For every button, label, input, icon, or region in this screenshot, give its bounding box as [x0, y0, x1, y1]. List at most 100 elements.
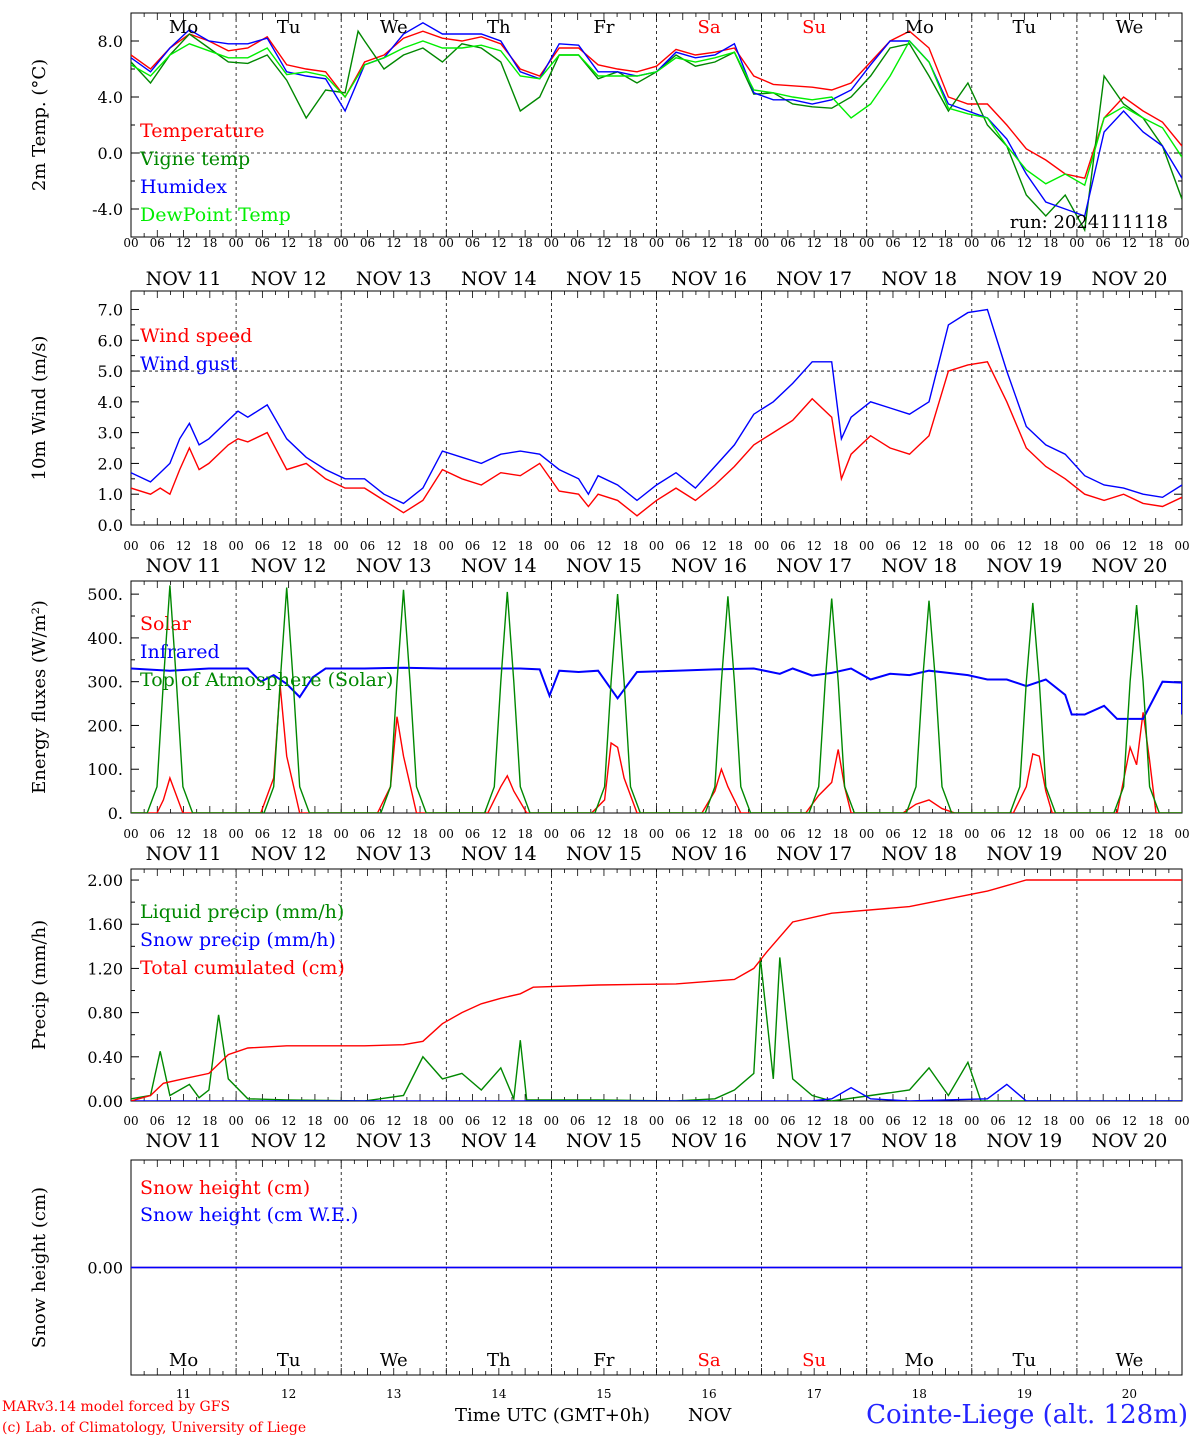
date-label: NOV 20	[1092, 1130, 1168, 1152]
hour-tick-label: 18	[833, 236, 848, 250]
hour-tick-label: 18	[1148, 236, 1163, 250]
hour-tick-label: 00	[439, 827, 454, 841]
hour-tick-label: 18	[1148, 1114, 1163, 1128]
date-label: NOV 17	[776, 843, 852, 865]
hour-tick-label: 06	[675, 1114, 690, 1128]
legend-entry: Vigne temp	[139, 148, 250, 170]
series-line	[131, 879, 1182, 1101]
series-line	[131, 39, 1182, 187]
hour-tick-label: 00	[649, 236, 664, 250]
hour-tick-label: 12	[912, 236, 927, 250]
hour-tick-label: 06	[1096, 236, 1111, 250]
weekday-label: Tu	[1013, 1350, 1037, 1371]
date-label: NOV 13	[356, 268, 432, 290]
hour-tick-label: 18	[833, 1114, 848, 1128]
hour-tick-label: 18	[938, 236, 953, 250]
hour-tick-label: 12	[701, 236, 716, 250]
hour-tick-label: 00	[754, 539, 769, 553]
legend-entry: Snow height (cm)	[140, 1177, 310, 1199]
y-tick-label: 1.60	[87, 915, 123, 934]
date-label: NOV 12	[251, 268, 327, 290]
date-label: NOV 13	[356, 843, 432, 865]
legend-entry: Humidex	[140, 176, 227, 198]
y-tick-label: 0.80	[87, 1004, 123, 1023]
panel-2: 0.0 1.0 2.0 3.0 4.0 5.0 6.0 7.0 10m Wind (m/s) Wi…	[29, 290, 1190, 577]
date-label: NOV 11	[146, 555, 222, 577]
date-label: NOV 19	[986, 843, 1062, 865]
weekday-label: We	[1116, 17, 1144, 38]
hour-tick-label: 06	[255, 1114, 270, 1128]
y-axis-title: 10m Wind (m/s)	[29, 336, 50, 481]
weekday-label: Sa	[698, 17, 721, 38]
weekday-label: We	[380, 17, 408, 38]
date-label: NOV 17	[776, 268, 852, 290]
y-axis-title: Precip (mm/h)	[29, 920, 50, 1050]
hour-tick-label: 06	[360, 1114, 375, 1128]
date-label: NOV 16	[671, 555, 747, 577]
legend-entry: Snow height (cm W.E.)	[140, 1204, 358, 1226]
hour-tick-label: 12	[596, 539, 611, 553]
hour-tick-label: 00	[439, 236, 454, 250]
hour-tick-label: 18	[517, 827, 532, 841]
model-credit: MARv3.14 model forced by GFS	[2, 1399, 231, 1415]
hour-tick-label: 12	[912, 1114, 927, 1128]
hour-tick-label: 18	[1043, 539, 1058, 553]
hour-tick-label: 18	[307, 827, 322, 841]
weekday-label: Tu	[1013, 17, 1037, 38]
weekday-label: Su	[802, 17, 826, 38]
hour-tick-label: 06	[570, 827, 585, 841]
y-tick-label: 0.	[108, 804, 123, 823]
date-label: NOV 12	[251, 1130, 327, 1152]
series-line	[131, 30, 1182, 180]
hour-tick-label: 00	[1174, 827, 1189, 841]
hour-tick-label: 12	[1122, 827, 1137, 841]
hour-tick-label: 06	[360, 236, 375, 250]
hour-tick-label: 00	[228, 827, 243, 841]
hour-tick-label: 12	[1017, 1114, 1032, 1128]
y-tick-label: 0.00	[87, 1092, 123, 1111]
hour-tick-label: 00	[754, 827, 769, 841]
hour-tick-label: 12	[807, 236, 822, 250]
hour-tick-label: 00	[649, 539, 664, 553]
hour-tick-label: 06	[885, 539, 900, 553]
series-line	[131, 361, 1182, 517]
hour-tick-label: 18	[728, 1114, 743, 1128]
hour-tick-label: 06	[570, 1114, 585, 1128]
date-label: NOV 14	[461, 1130, 537, 1152]
hour-tick-label: 06	[780, 236, 795, 250]
y-tick-label: 4.0	[98, 393, 123, 412]
date-label: NOV 14	[461, 843, 537, 865]
hour-tick-label: 18	[938, 827, 953, 841]
hour-tick-label: 06	[255, 827, 270, 841]
y-tick-label: 0.0	[98, 144, 123, 163]
hour-tick-label: 06	[990, 827, 1005, 841]
hour-tick-label: 12	[1017, 236, 1032, 250]
hour-tick-label: 06	[255, 236, 270, 250]
hour-tick-label: 06	[465, 827, 480, 841]
y-axis-title: Energy fluxes (W/m²)	[29, 600, 50, 794]
y-axis-title: Snow height (cm)	[29, 1187, 50, 1348]
hour-tick-label: 12	[281, 1114, 296, 1128]
legend-entry: Wind speed	[140, 325, 252, 347]
hour-tick-label: 00	[1069, 236, 1084, 250]
date-label: NOV 11	[146, 268, 222, 290]
hour-tick-label: 00	[334, 539, 349, 553]
hour-tick-label: 06	[150, 1114, 165, 1128]
hour-tick-label: 00	[649, 1114, 664, 1128]
hour-tick-label: 06	[150, 539, 165, 553]
hour-tick-label: 12	[1122, 236, 1137, 250]
hour-tick-label: 12	[912, 539, 927, 553]
hour-tick-label: 12	[912, 827, 927, 841]
date-label: NOV 14	[461, 555, 537, 577]
hour-tick-label: 00	[228, 1114, 243, 1128]
hour-tick-label: 18	[833, 827, 848, 841]
date-label: NOV 14	[461, 268, 537, 290]
hour-tick-label: 00	[334, 236, 349, 250]
hour-tick-label: 00	[334, 827, 349, 841]
date-label: NOV 13	[356, 555, 432, 577]
hour-tick-label: 00	[123, 539, 138, 553]
hour-tick-label: 06	[885, 827, 900, 841]
date-label: NOV 19	[986, 1130, 1062, 1152]
hour-tick-label: 12	[281, 236, 296, 250]
